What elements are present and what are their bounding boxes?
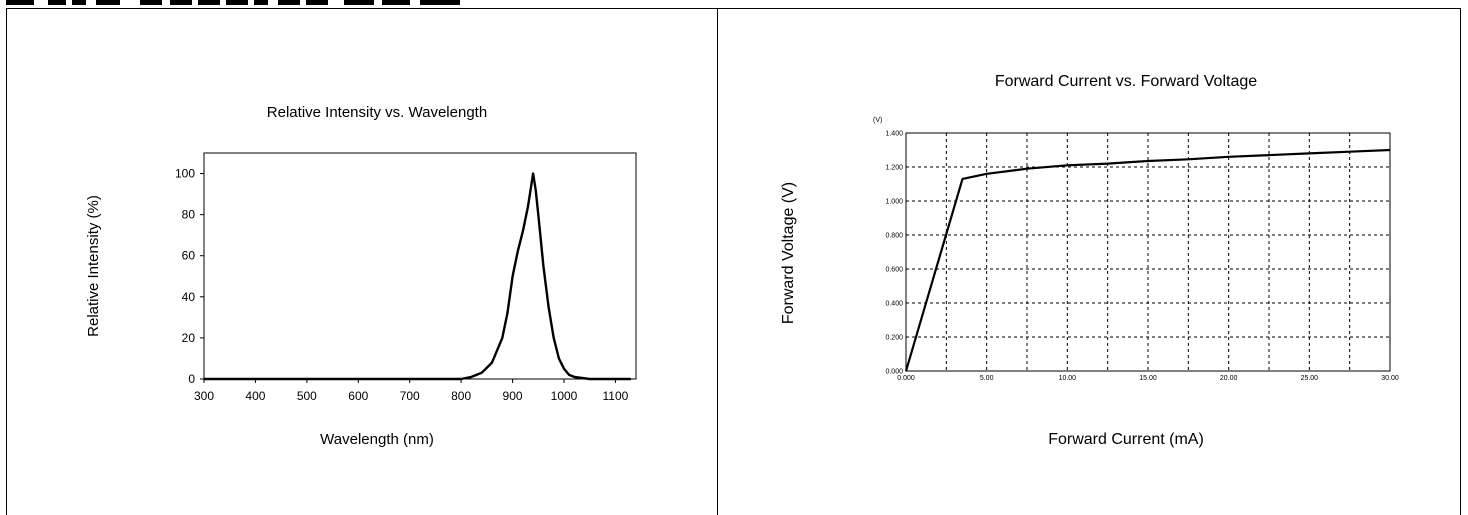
chart2-data-point bbox=[1107, 163, 1109, 165]
chart1-data-point bbox=[203, 378, 205, 380]
chart1-x-tick-label: 400 bbox=[245, 389, 265, 403]
chart1-data-point bbox=[563, 368, 565, 370]
chart1-data-point bbox=[547, 306, 550, 308]
chart2-x-tick-label: 25.00 bbox=[1301, 375, 1319, 382]
chart1-data-point bbox=[614, 378, 617, 380]
chart1-x-tick-label: 1000 bbox=[551, 389, 578, 403]
chart1-data-point bbox=[553, 337, 555, 339]
chart1-data-point bbox=[506, 312, 509, 314]
chart2-data-point bbox=[1066, 164, 1068, 166]
chart2-y-axis-label: Forward Voltage (V) bbox=[780, 182, 797, 324]
chart2-data-point bbox=[1389, 149, 1391, 151]
chart1-data-point bbox=[254, 378, 257, 380]
chart1-data-point bbox=[558, 357, 560, 360]
table-right-border bbox=[1460, 8, 1461, 515]
chart2-y-tick-label: 0.200 bbox=[885, 335, 903, 342]
chart2-data-point bbox=[986, 173, 988, 175]
chart1-x-tick-label: 800 bbox=[451, 389, 471, 403]
chart2-data-point bbox=[1147, 160, 1149, 162]
chart1-data-point bbox=[409, 378, 411, 380]
chart2-x-tick-label: 20.00 bbox=[1220, 375, 1238, 382]
chart2-data-point bbox=[1228, 156, 1230, 158]
chart2-y-tick-label: 0.800 bbox=[885, 233, 903, 240]
chart1-data-point bbox=[589, 378, 591, 380]
charts-table bbox=[0, 8, 1468, 515]
chart1-data-point bbox=[306, 378, 308, 380]
chart2-y-tick-label: 0.400 bbox=[885, 301, 903, 308]
chart1-data-point bbox=[573, 376, 575, 378]
chart1-data-point bbox=[460, 378, 462, 380]
chart2-x-tick-label: 30.00 bbox=[1381, 375, 1399, 382]
chart1-data-point bbox=[568, 374, 570, 376]
chart1-y-axis-label: Relative Intensity (%) bbox=[85, 195, 102, 337]
chart1-y-tick-label: 60 bbox=[182, 249, 196, 263]
chart1-data-point bbox=[470, 376, 473, 378]
chart1-data-point bbox=[537, 214, 539, 216]
chart1-x-tick-label: 700 bbox=[400, 389, 420, 403]
chart2-data-point bbox=[1268, 154, 1270, 156]
chart2-data-point bbox=[1187, 158, 1189, 160]
chart1-series-line bbox=[204, 172, 631, 381]
chart2-data-point bbox=[1026, 168, 1028, 170]
chart2-y-tick-label: 0.600 bbox=[885, 267, 903, 274]
chart2-x-axis-label: Forward Current (mA) bbox=[1048, 431, 1204, 448]
chart1-y-tick-label: 0 bbox=[188, 372, 195, 386]
chart2-y-tick-label: 1.200 bbox=[885, 165, 903, 172]
chart1-x-axis-label: Wavelength (nm) bbox=[320, 431, 434, 448]
chart1-y-tick-label: 80 bbox=[182, 208, 196, 222]
chart1-title: Relative Intensity vs. Wavelength bbox=[267, 104, 487, 121]
chart1-data-point bbox=[491, 361, 493, 364]
chart1-x-tick-label: 1100 bbox=[603, 389, 629, 403]
chart2-y-unit-label: (V) bbox=[873, 117, 882, 124]
chart1-y-tick-label: 40 bbox=[182, 290, 196, 304]
table-left-border bbox=[6, 8, 7, 515]
chart1-data-point bbox=[501, 337, 503, 339]
table-middle-divider bbox=[717, 8, 718, 515]
chart1-data-point bbox=[542, 265, 545, 267]
chart2-data-point bbox=[1308, 152, 1310, 154]
chart2-data-point bbox=[905, 370, 907, 372]
cut-off-heading-strip bbox=[0, 0, 1468, 8]
chart1-x-tick-label: 600 bbox=[348, 389, 368, 403]
chart2-title: Forward Current vs. Forward Voltage bbox=[995, 73, 1257, 90]
chart1-data-point bbox=[481, 372, 483, 374]
chart2-data-point bbox=[1349, 151, 1351, 153]
chart1-data-point bbox=[527, 205, 529, 208]
chart1-y-tick-label: 100 bbox=[175, 167, 195, 181]
chart1-data-point bbox=[522, 230, 524, 232]
chart1-data-point bbox=[357, 378, 359, 380]
cut-off-heading-glyphs bbox=[6, 0, 460, 5]
chart1-x-tick-label: 300 bbox=[194, 389, 214, 403]
chart2-y-tick-label: 0.000 bbox=[885, 369, 903, 376]
chart1-x-tick-label: 900 bbox=[503, 389, 523, 403]
table-top-border bbox=[6, 8, 1461, 9]
chart1-data-point bbox=[511, 275, 514, 277]
chart2-y-tick-label: 1.400 bbox=[885, 131, 903, 138]
chart1-x-tick-label: 500 bbox=[297, 389, 317, 403]
chart2-data-point bbox=[961, 178, 964, 180]
chart1-y-tick-label: 20 bbox=[182, 331, 196, 345]
chart2-x-tick-label: 15.00 bbox=[1139, 375, 1157, 382]
chart2-plot-frame bbox=[905, 132, 1391, 372]
chart2-x-tick-label: 0.000 bbox=[897, 375, 915, 382]
chart1-data-point bbox=[517, 251, 519, 253]
chart1-data-point bbox=[532, 172, 534, 175]
chart2-x-tick-label: 5.00 bbox=[980, 375, 994, 382]
chart1-data-point bbox=[535, 189, 537, 191]
chart2-x-tick-label: 10.00 bbox=[1059, 375, 1077, 382]
chart1-data-point bbox=[630, 378, 632, 380]
chart2-y-tick-label: 1.000 bbox=[885, 199, 903, 206]
